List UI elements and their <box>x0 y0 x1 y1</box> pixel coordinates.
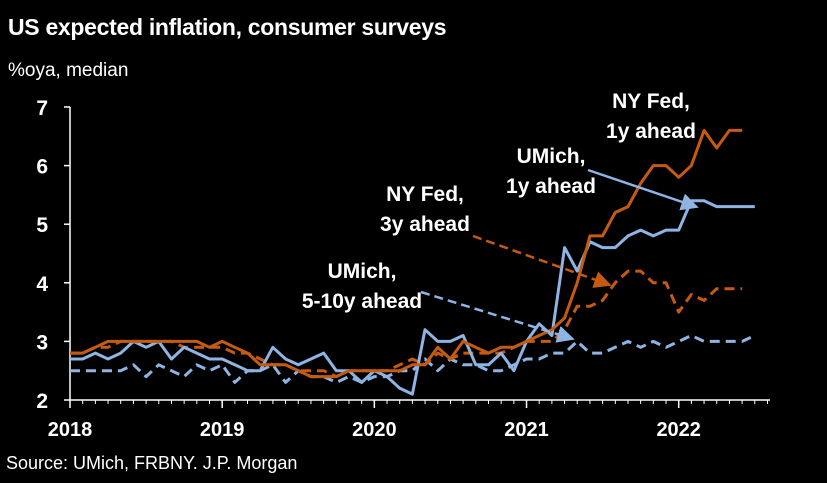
series-label-umich-1y-ahead: UMich, <box>517 145 586 168</box>
series-line-ny-fed-3y-ahead <box>70 269 743 379</box>
series-line-umich-5-10y-ahead <box>70 334 756 384</box>
series-label-umich-1y-ahead: 1y ahead <box>506 175 596 198</box>
y-tick-label: 5 <box>36 214 48 237</box>
y-tick-label: 7 <box>36 97 48 120</box>
x-tick-label: 2020 <box>352 419 397 441</box>
series-label-umich-5-10y-ahead: 5-10y ahead <box>302 290 422 313</box>
series-line-umich-1y-ahead <box>70 199 755 396</box>
x-tick-label: 2021 <box>504 419 549 441</box>
source-note: Source: UMich, FRBNY. J.P. Morgan <box>6 453 298 473</box>
axes-group: 2 3 4 5 6 7 2018 2019 2020 2021 2022 <box>36 97 770 441</box>
y-tick-label: 6 <box>36 156 48 179</box>
x-tick-label: 2022 <box>656 419 701 441</box>
series-label-ny-fed-1y-ahead: NY Fed, <box>612 90 690 113</box>
y-tick-label: 2 <box>36 390 48 413</box>
series-label-umich-5-10y-ahead: UMich, <box>328 260 397 283</box>
x-tick-label: 2018 <box>48 419 93 441</box>
annotation-arrow-umich-5-10y-ahead <box>420 290 575 343</box>
series-line-ny-fed-1y-ahead <box>70 128 743 379</box>
annotation-arrow-umich-1y-ahead <box>587 168 699 211</box>
x-tick-label: 2019 <box>200 419 245 441</box>
chart-title: US expected inflation, consumer surveys <box>8 14 447 40</box>
series-group <box>70 128 756 396</box>
annotations-group: UMich, 1y ahead UMich, 5-10y ahead NY Fed, 1y… <box>302 90 699 343</box>
annotation-arrow-ny-fed-3y-ahead <box>472 234 612 288</box>
y-tick-label: 3 <box>36 331 48 354</box>
series-label-ny-fed-3y-ahead: NY Fed, <box>386 183 464 206</box>
chart-subtitle: %oya, median <box>8 60 129 81</box>
y-tick-label: 4 <box>36 273 48 296</box>
series-label-ny-fed-3y-ahead: 3y ahead <box>380 213 470 236</box>
series-label-ny-fed-1y-ahead: 1y ahead <box>606 120 696 143</box>
